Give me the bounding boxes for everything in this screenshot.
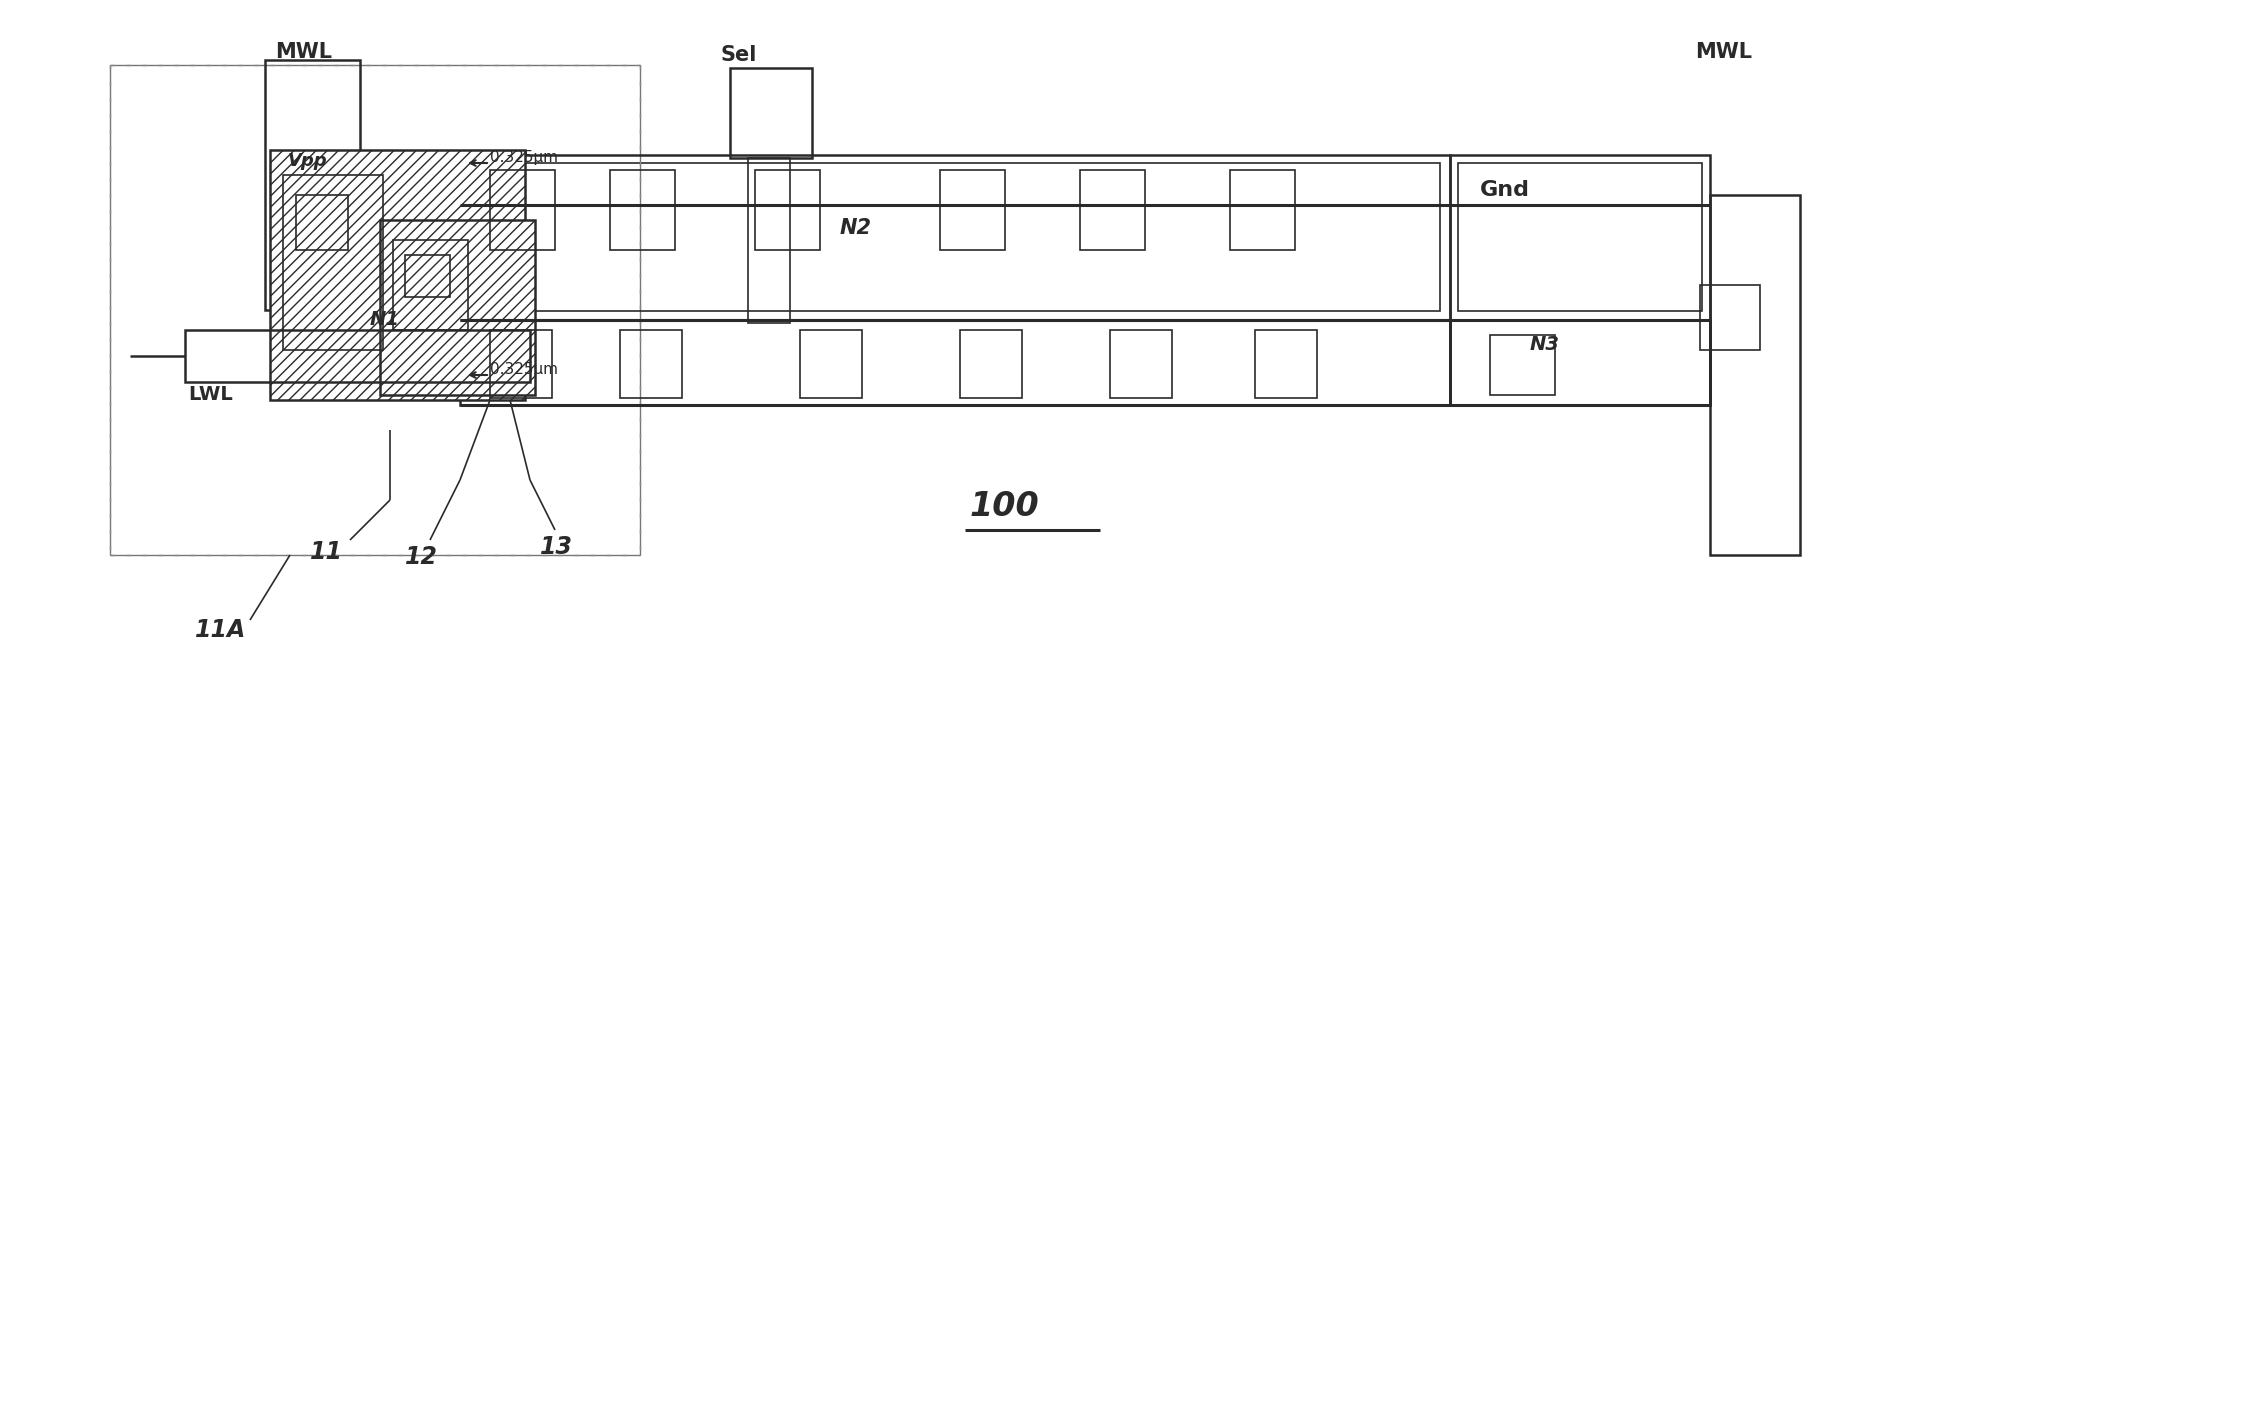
Bar (491, 171, 556, 250)
Bar (381, 220, 536, 395)
Bar (406, 255, 450, 297)
Bar (110, 65, 641, 555)
Bar (1450, 320, 1710, 405)
Text: Gnd: Gnd (1479, 181, 1531, 201)
Text: LWL: LWL (188, 385, 233, 404)
Text: Vpp: Vpp (289, 152, 327, 171)
Bar (1109, 330, 1172, 398)
Bar (296, 195, 347, 250)
Bar (269, 149, 524, 400)
Bar (610, 171, 675, 250)
Bar (800, 330, 863, 398)
Bar (959, 330, 1022, 398)
Bar (755, 171, 820, 250)
Bar (731, 68, 811, 158)
Bar (459, 155, 1450, 320)
Bar (1080, 171, 1145, 250)
Bar (1450, 155, 1710, 320)
Text: 0.325μm: 0.325μm (491, 149, 558, 165)
Bar (748, 158, 791, 323)
Bar (1459, 164, 1701, 311)
Text: 13: 13 (540, 535, 574, 559)
Bar (1710, 195, 1800, 555)
Text: MWL: MWL (1694, 43, 1752, 63)
Bar (939, 171, 1004, 250)
Text: 0.325μm: 0.325μm (491, 363, 558, 377)
Bar (1450, 320, 1710, 405)
Text: 100: 100 (970, 491, 1040, 523)
Text: MWL: MWL (276, 43, 332, 63)
Bar (1701, 284, 1759, 350)
Bar (282, 175, 383, 350)
Bar (459, 320, 1450, 405)
Text: 11A: 11A (195, 619, 247, 641)
Text: 12: 12 (406, 545, 437, 569)
Bar (471, 164, 1441, 311)
Bar (392, 240, 468, 330)
Bar (621, 330, 681, 398)
Bar (264, 60, 361, 310)
Bar (491, 330, 551, 398)
Bar (186, 330, 531, 383)
Bar (1230, 171, 1295, 250)
Text: Sel: Sel (719, 46, 757, 65)
Text: N2: N2 (840, 218, 872, 237)
Text: N1: N1 (370, 310, 399, 328)
Text: N3: N3 (1531, 336, 1560, 354)
Bar (1255, 330, 1318, 398)
Bar (1450, 320, 1710, 405)
Text: 11: 11 (309, 540, 343, 565)
Bar (1490, 336, 1555, 395)
